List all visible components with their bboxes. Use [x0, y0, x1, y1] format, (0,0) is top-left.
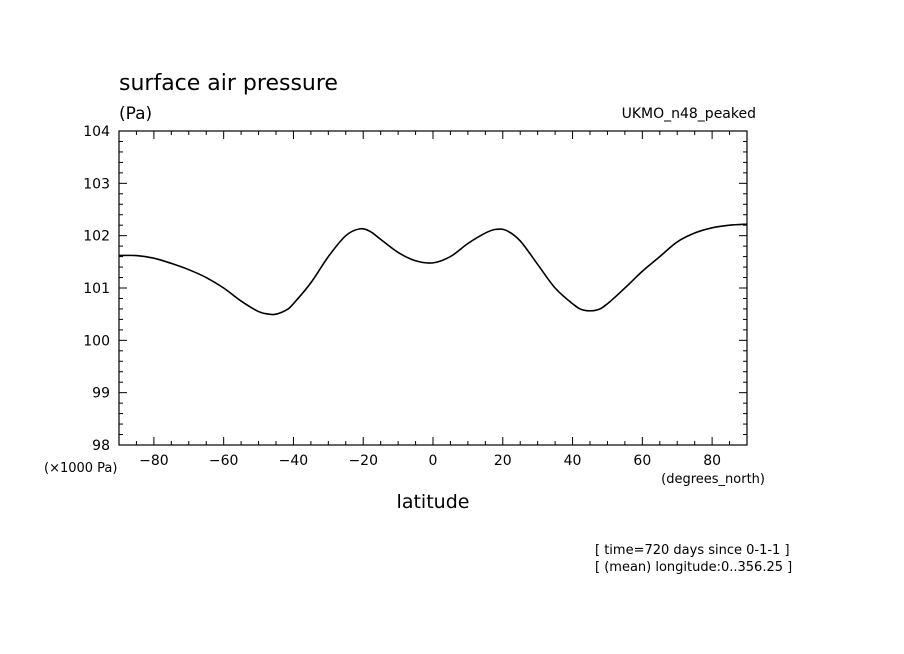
x-tick-labels: −80 −60 −40 −20 0 20 40 60 80: [139, 453, 721, 469]
dataset-label: UKMO_n48_peaked: [622, 106, 756, 122]
y-tick-label: 99: [92, 386, 110, 402]
x-tick-label: −20: [348, 453, 378, 469]
y-tick-label: 98: [92, 438, 110, 454]
time-note: [ time=720 days since 0-1-1 ]: [595, 543, 790, 558]
x-tick-label: 40: [564, 453, 582, 469]
x-tick-label: −80: [139, 453, 169, 469]
x-tick-label: 80: [703, 453, 721, 469]
chart-title: surface air pressure: [119, 71, 338, 96]
x-tick-label: −60: [209, 453, 239, 469]
y-tick-label: 104: [83, 124, 110, 140]
y-scale-label: (×1000 Pa): [44, 461, 117, 476]
y-tick-labels: 98 99 100 101 102 103 104: [83, 124, 110, 454]
series-line: [118, 223, 748, 316]
longitude-note: [ (mean) longitude:0..356.25 ]: [595, 560, 792, 575]
x-units-label: (degrees_north): [661, 472, 765, 487]
y-tick-label: 101: [83, 281, 110, 297]
x-tick-label: −40: [279, 453, 309, 469]
units-label: (Pa): [119, 104, 152, 124]
y-tick-label: 103: [83, 176, 110, 192]
y-tick-label: 102: [83, 229, 110, 245]
x-tick-label: 60: [633, 453, 651, 469]
axis-ticks: [118, 130, 748, 446]
plot-frame: [118, 130, 748, 446]
x-axis-label: latitude: [397, 491, 470, 513]
x-tick-label: 0: [429, 453, 438, 469]
x-tick-label: 20: [494, 453, 512, 469]
y-tick-label: 100: [83, 333, 110, 349]
